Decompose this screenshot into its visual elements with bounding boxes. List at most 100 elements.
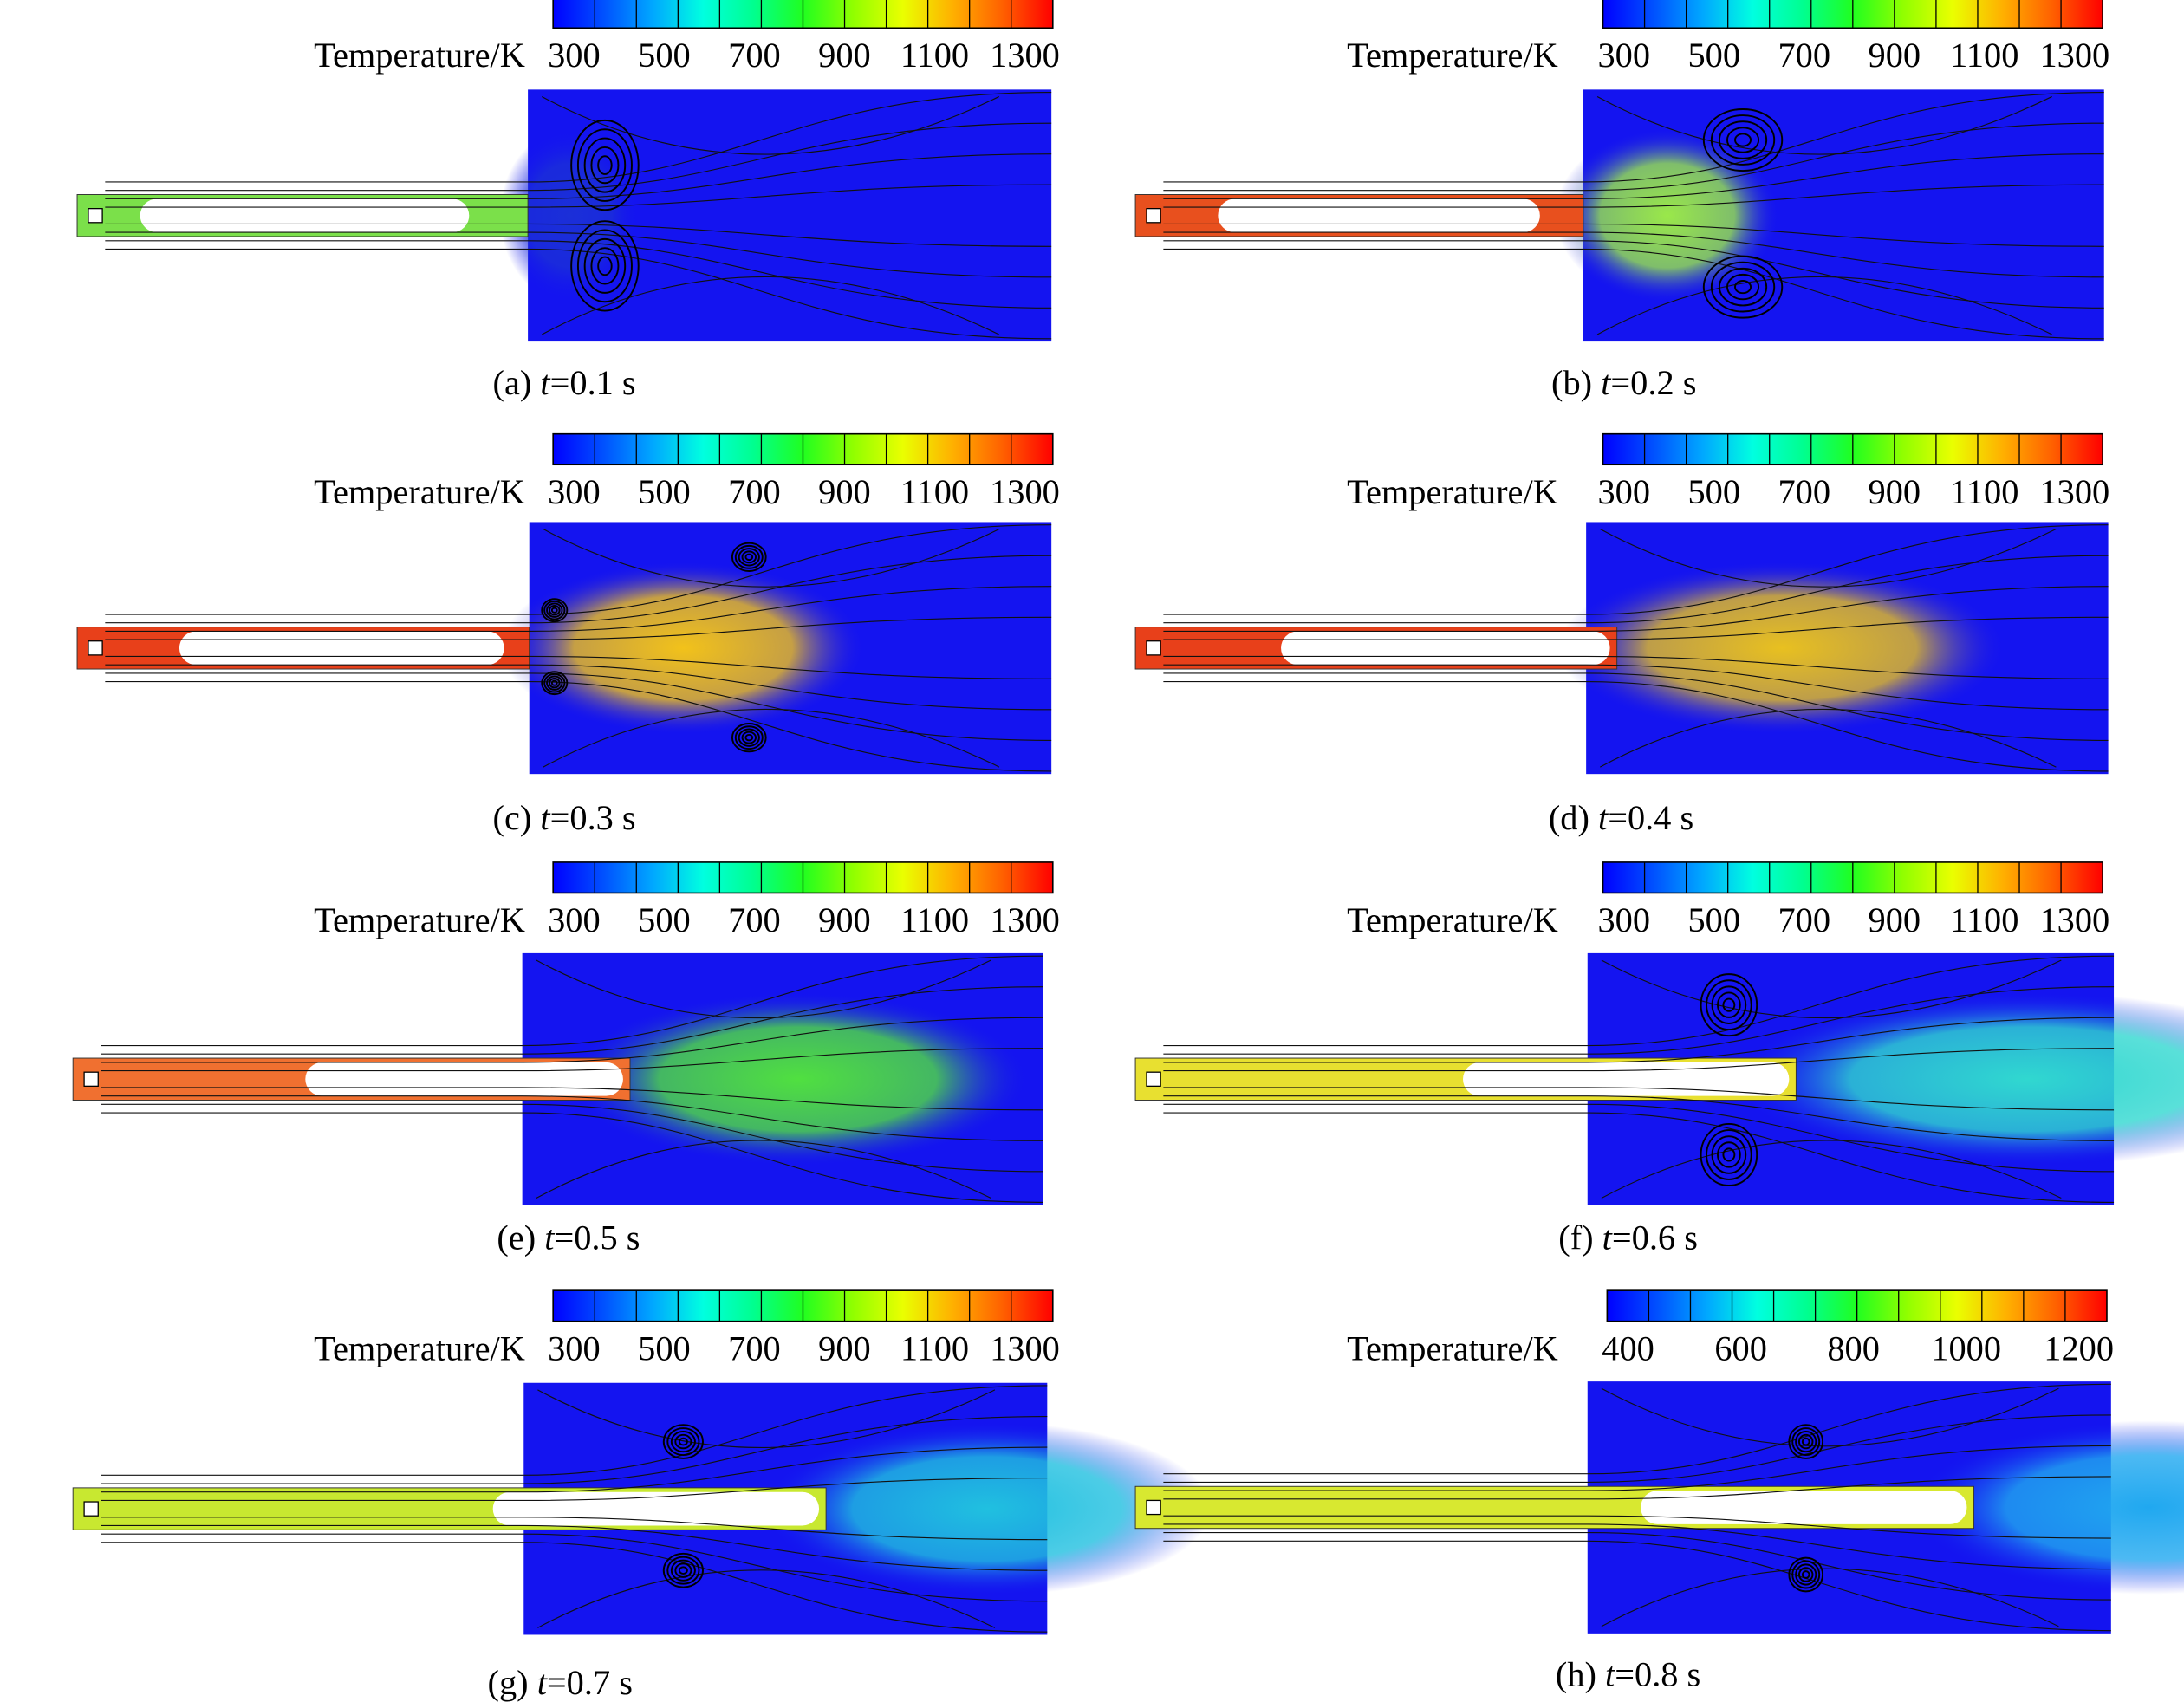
streamline (101, 986, 1043, 1055)
streamline (543, 529, 1000, 588)
caption-label: (a) (493, 363, 532, 402)
colorbar-tick-label: 900 (818, 36, 871, 75)
vortex (1801, 1570, 1810, 1579)
colorbar-label: Temperature/K (1347, 36, 1558, 75)
caption-label: (b) (1551, 363, 1592, 402)
streamline (537, 1389, 996, 1449)
caption-variable: t (1598, 798, 1609, 837)
streamline (1601, 959, 2062, 1019)
vortex (741, 550, 757, 564)
tube-slot (179, 631, 504, 666)
colorbar-tick-label: 500 (638, 900, 691, 939)
colorbar-tick-label: 700 (1778, 472, 1831, 511)
caption-value: =0.7 s (547, 1663, 633, 1702)
tube-slot (1463, 1062, 1790, 1096)
colorbar-tick-label: 300 (548, 36, 601, 75)
streamline (1163, 1540, 2111, 1632)
streamline (105, 586, 1052, 632)
streamline (1163, 672, 2109, 741)
streamline (1163, 681, 2109, 772)
streamline (1163, 1414, 2111, 1483)
streamline (1163, 986, 2115, 1055)
colorbar-label: Temperature/K (1347, 1328, 1558, 1367)
streamline (105, 672, 1052, 741)
streamline (101, 1103, 1043, 1173)
colorbar-tick-label: 900 (818, 472, 871, 511)
caption-value: =0.8 s (1615, 1655, 1700, 1694)
streamline (1163, 184, 2104, 208)
streamline (1163, 1087, 2115, 1111)
colorbar-tick-label: 700 (728, 1328, 781, 1367)
plume (763, 1421, 1212, 1596)
colorbar-label: Temperature/K (314, 472, 525, 511)
streamline (1163, 655, 2109, 679)
caption: (d) t=0.4 s (1549, 798, 1693, 837)
vortex (1718, 120, 1768, 159)
streamline (1163, 1476, 2111, 1500)
tube-slot (1641, 1491, 1967, 1524)
plume (1910, 1420, 2184, 1595)
vortex (590, 247, 620, 285)
vortex (590, 146, 620, 185)
vortex (583, 237, 627, 294)
streamline (101, 1385, 1048, 1476)
inlet (1146, 1071, 1161, 1087)
streamline (1163, 1112, 2115, 1203)
vortex (1700, 1122, 1758, 1186)
vortex (1791, 1560, 1821, 1589)
vortex (576, 128, 633, 202)
caption-space (531, 798, 540, 837)
vortex (546, 602, 563, 618)
inlet (1146, 1499, 1161, 1516)
streamline (1600, 529, 2057, 588)
vortex (1710, 114, 1776, 166)
vortex (1722, 1147, 1736, 1162)
vortex (576, 229, 633, 303)
colorbar-tick-label: 1300 (990, 1328, 1060, 1367)
caption-space (1592, 363, 1601, 402)
streamline (1163, 955, 2115, 1047)
vortex (541, 598, 569, 623)
caption-label: (f) (1558, 1218, 1593, 1257)
streamline (1601, 1568, 2059, 1627)
colorbar-tick-label: 500 (638, 472, 691, 511)
vortex (550, 679, 558, 686)
vortex (541, 671, 569, 696)
streamline (1163, 664, 2109, 711)
caption-variable: t (544, 1218, 556, 1257)
vortex (1791, 1427, 1821, 1457)
colorbar-tick-label: 1100 (1950, 900, 2018, 939)
colorbar-tick-label: 500 (1687, 900, 1740, 939)
streamline (1596, 95, 2052, 155)
streamline (1163, 1095, 2115, 1141)
streamline (105, 616, 1052, 640)
colorbar-tick-label: 1300 (2039, 36, 2109, 75)
vortex (597, 256, 613, 276)
streamline (105, 231, 1052, 278)
colorbar-tick-label: 300 (548, 900, 601, 939)
streamline (1601, 1387, 2059, 1447)
streamline (105, 92, 1052, 183)
vortex (674, 1433, 692, 1450)
streamline (1163, 1017, 2115, 1063)
streamline (105, 240, 1052, 309)
colorbar-tick-label: 500 (1687, 472, 1740, 511)
streamline (1163, 1515, 2111, 1539)
vortex (741, 731, 757, 744)
plume (1557, 561, 2006, 735)
vortex (731, 542, 767, 572)
vortex (550, 607, 558, 614)
streamline (1163, 1103, 2115, 1173)
panel: Temperature/K 400 600 800 1000 1200 (h) t=0.8 … (1134, 1289, 2184, 1694)
vortex (1726, 127, 1760, 153)
streamline (101, 1533, 1048, 1602)
streamline (1163, 524, 2109, 615)
caption-value: =0.3 s (550, 798, 636, 837)
colorbar-tick-label: 700 (728, 900, 781, 939)
streamline (101, 1524, 1048, 1571)
streamline (1163, 153, 2104, 199)
colorbar-label: Temperature/K (314, 36, 525, 75)
caption-variable: t (1601, 363, 1612, 402)
colorbar-label: Temperature/K (1347, 900, 1558, 939)
